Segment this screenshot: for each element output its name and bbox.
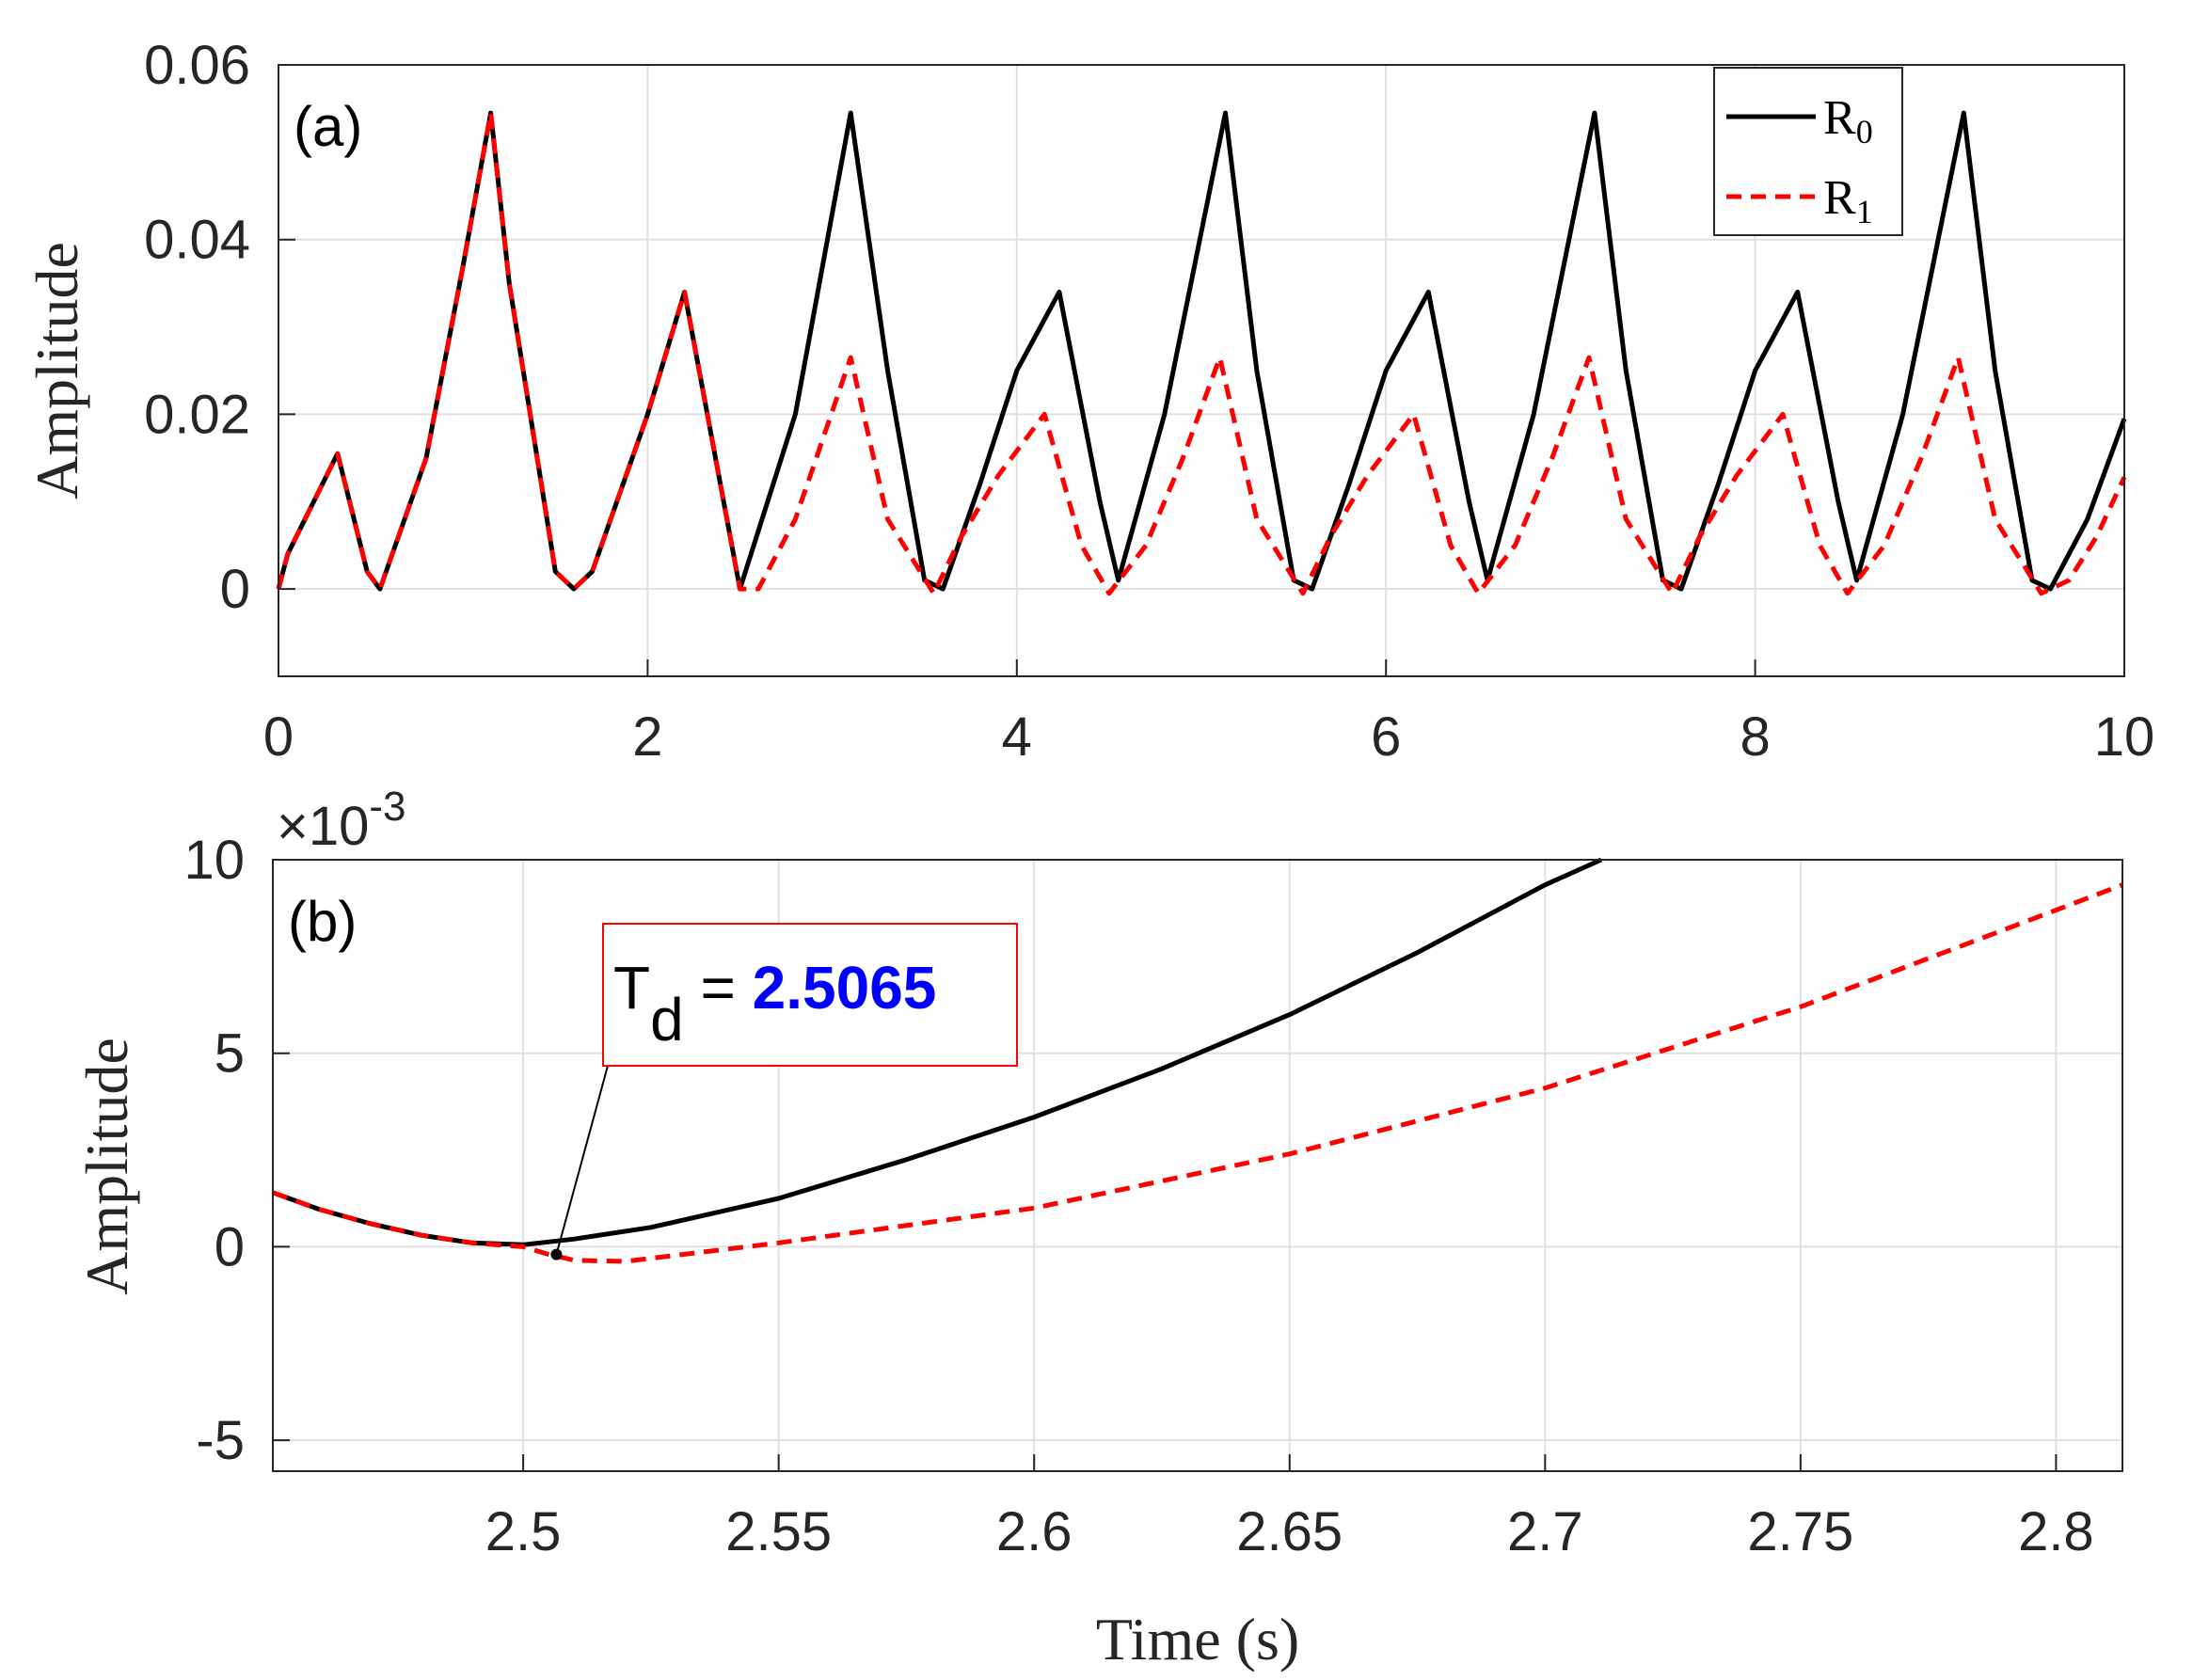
panel-b-label: (b)	[288, 890, 357, 953]
panel-b: 2.5 2.55 2.6 2.65 2.7 2.75 2.8 -5 0 5 10 (b) ×10-…	[73, 784, 2123, 1672]
panel-b-x-tick-label: 2.55	[725, 1501, 832, 1562]
panel-a-series-r0	[276, 110, 2127, 592]
legend-item-r1: R1	[1726, 171, 1873, 230]
panel-b-x-tick-label: 2.5	[485, 1501, 562, 1562]
panel-b-y-tick-label: -5	[196, 1410, 245, 1471]
panel-a-x-tick-label: 8	[1740, 706, 1770, 768]
panel-b-series	[272, 857, 2123, 1264]
legend-box	[1713, 67, 1903, 236]
panel-a-frame	[278, 64, 2125, 677]
panel-a-y-tick-label: 0.06	[144, 35, 250, 96]
legend-label-r1: R1	[1823, 171, 1873, 230]
panel-b-y-ticks: -5 0 5 10	[183, 830, 290, 1471]
datatip-leader-line	[555, 1065, 609, 1255]
panel-a-series	[276, 110, 2127, 596]
panel-a: 0 2 4 6 8 10 0 0.02 0.04 0.06 (a) Amplitude R0 R…	[24, 35, 2154, 768]
panel-a-x-tick-label: 2	[632, 706, 662, 768]
panel-b-x-axis-title: Time (s)	[1096, 1606, 1299, 1672]
panel-b-x-tick-label: 2.65	[1236, 1501, 1343, 1562]
panel-a-x-tick-label: 4	[1002, 706, 1032, 768]
panel-a-x-ticks: 0 2 4 6 8 10	[263, 659, 2154, 768]
panel-a-y-tick-label: 0.04	[144, 210, 250, 271]
panel-b-y-tick-label: 10	[183, 830, 245, 891]
panel-b-x-tick-label: 2.6	[996, 1501, 1073, 1562]
panel-b-y-tick-label: 5	[215, 1023, 245, 1085]
datatip-box	[602, 923, 1018, 1067]
panel-b-x-ticks: 2.5 2.55 2.6 2.65 2.7 2.75 2.8	[485, 1454, 2094, 1562]
panel-a-label: (a)	[294, 95, 362, 158]
panel-a-y-axis-title: Amplitude	[24, 242, 90, 499]
panel-a-y-tick-label: 0	[220, 559, 250, 620]
panel-b-y-axis-title: Amplitude	[73, 1038, 140, 1295]
datatip-annotation: Td = 2.5065	[550, 923, 1018, 1260]
panel-a-y-ticks: 0 0.02 0.04 0.06	[144, 35, 295, 620]
panel-b-x-tick-label: 2.75	[1747, 1501, 1853, 1562]
panel-a-x-tick-label: 0	[263, 706, 294, 768]
panel-a-x-tick-label: 10	[2094, 706, 2155, 768]
panel-b-frame	[272, 859, 2123, 1472]
panel-b-y-tick-label: 0	[215, 1216, 245, 1277]
panel-b-x-tick-label: 2.8	[2018, 1501, 2094, 1562]
legend: R0 R1	[1713, 67, 1903, 236]
panel-b-y-exponent: ×10-3	[277, 784, 406, 857]
datatip-marker	[550, 1248, 563, 1260]
datatip-text: Td = 2.5065	[613, 954, 936, 1054]
datatip-value: 2.5065	[753, 954, 937, 1022]
legend-item-r0: R0	[1726, 91, 1873, 151]
panel-b-plot-area	[273, 860, 2122, 1471]
legend-label-r0: R0	[1823, 91, 1873, 151]
panel-b-x-tick-label: 2.7	[1507, 1501, 1583, 1562]
panel-b-series-r1	[272, 882, 2123, 1264]
panel-a-y-tick-label: 0.02	[144, 384, 250, 445]
panel-a-series-r1	[276, 110, 2127, 596]
panel-a-x-tick-label: 6	[1371, 706, 1401, 768]
